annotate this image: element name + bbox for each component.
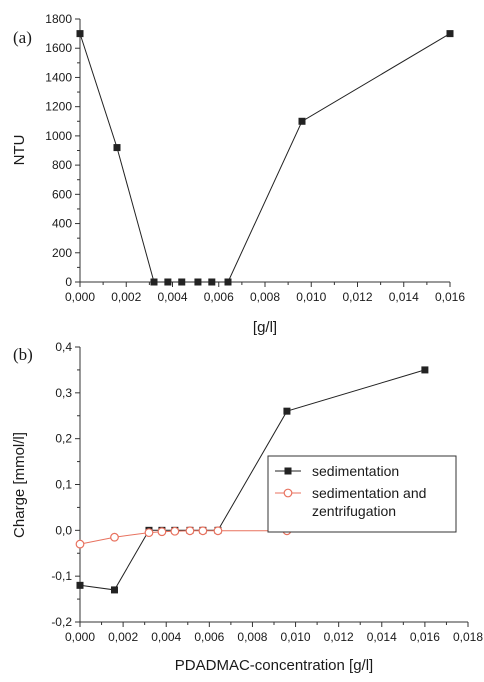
y-tick-label: 1200 [45,100,72,114]
y-axis-title: Charge [mmol/l] [11,432,28,538]
x-tick-label: 0,014 [389,290,419,304]
data-point [76,581,84,589]
data-point [446,30,454,38]
data-point [298,117,306,125]
data-point [157,527,167,537]
x-tick-label: 0,004 [151,630,181,644]
panel-a: (a) 0,000 0,002 0,004 0,006 0,008 0,010 0,012 0,… [11,12,465,336]
data-point [110,586,118,594]
series-line [79,369,426,591]
y-tick-label: 200 [52,246,72,260]
x-tick-label: 0,014 [367,630,397,644]
legend: sedimentation sedimentation and zentrifuga… [267,455,457,533]
x-tick-label: 0,000 [65,290,95,304]
panel-label: (b) [13,345,33,364]
legend-swatch-marker [283,488,293,498]
data-point [75,539,85,549]
legend-label: zentrifugation [312,503,396,519]
x-tick-label: 0,012 [342,290,372,304]
data-point [208,278,216,286]
x-tick-label: 0,010 [296,290,326,304]
x-tick-label: 0,008 [250,290,280,304]
y-tick-label: 1800 [45,12,72,26]
series-line [79,516,425,545]
data-point [283,407,291,415]
x-tick-label: 0,004 [157,290,187,304]
data-point [185,526,195,536]
y-tick-label: 0,2 [55,432,72,446]
data-point [194,278,202,286]
y-tick-label: 600 [52,187,72,201]
data-point [150,278,158,286]
series-1 [76,30,454,286]
data-point [110,532,119,542]
y-tick-label: 800 [52,158,72,172]
data-point [421,366,429,374]
y-tick-label: -0,1 [51,569,72,583]
y-tick-label: 1400 [45,70,72,84]
y-tick-label: 0,1 [55,478,72,492]
data-point [213,526,223,536]
x-tick-label: 0,012 [324,630,354,644]
data-point [224,278,232,286]
x-tick-label: 0,018 [453,630,483,644]
legend-box [267,455,457,533]
x-tick-label: 0,008 [237,630,267,644]
x-tick-label: 0,016 [435,290,465,304]
data-point [178,278,186,286]
data-point [144,528,154,538]
y-tick-label: 400 [52,217,72,231]
y-tick-label: 0 [65,275,72,289]
legend-label: sedimentation [312,463,399,479]
legend-swatch-marker [284,467,292,475]
series-line [79,33,451,283]
x-tick-label: 0,006 [204,290,234,304]
y-tick-label: -0,2 [51,615,72,629]
x-axis-title: [g/l] [253,319,277,336]
y-tick-label: 0,3 [55,386,72,400]
data-point [164,278,172,286]
y-tick-label: 1000 [45,129,72,143]
x-tick-label: 0,000 [65,630,95,644]
data-point [170,526,180,536]
x-tick-label: 0,002 [108,630,138,644]
x-axis-title: PDADMAC-concentration [g/l] [175,657,373,674]
panel-b: (b) 0,000 0,002 0,004 0,006 0,008 0,010 0,012 0,… [11,340,483,674]
legend-label: sedimentation and [312,485,426,501]
y-tick-label: 0,0 [55,523,72,537]
y-axis-title: NTU [11,135,28,166]
panel-label: (a) [13,28,32,47]
x-tick-label: 0,010 [281,630,311,644]
x-tick-label: 0,006 [194,630,224,644]
x-tick-label: 0,016 [410,630,440,644]
y-tick-label: 0,4 [55,340,72,354]
data-point [76,30,84,38]
x-tick-label: 0,002 [111,290,141,304]
data-point [113,144,121,152]
data-point [198,526,208,536]
y-tick-label: 1600 [45,41,72,55]
